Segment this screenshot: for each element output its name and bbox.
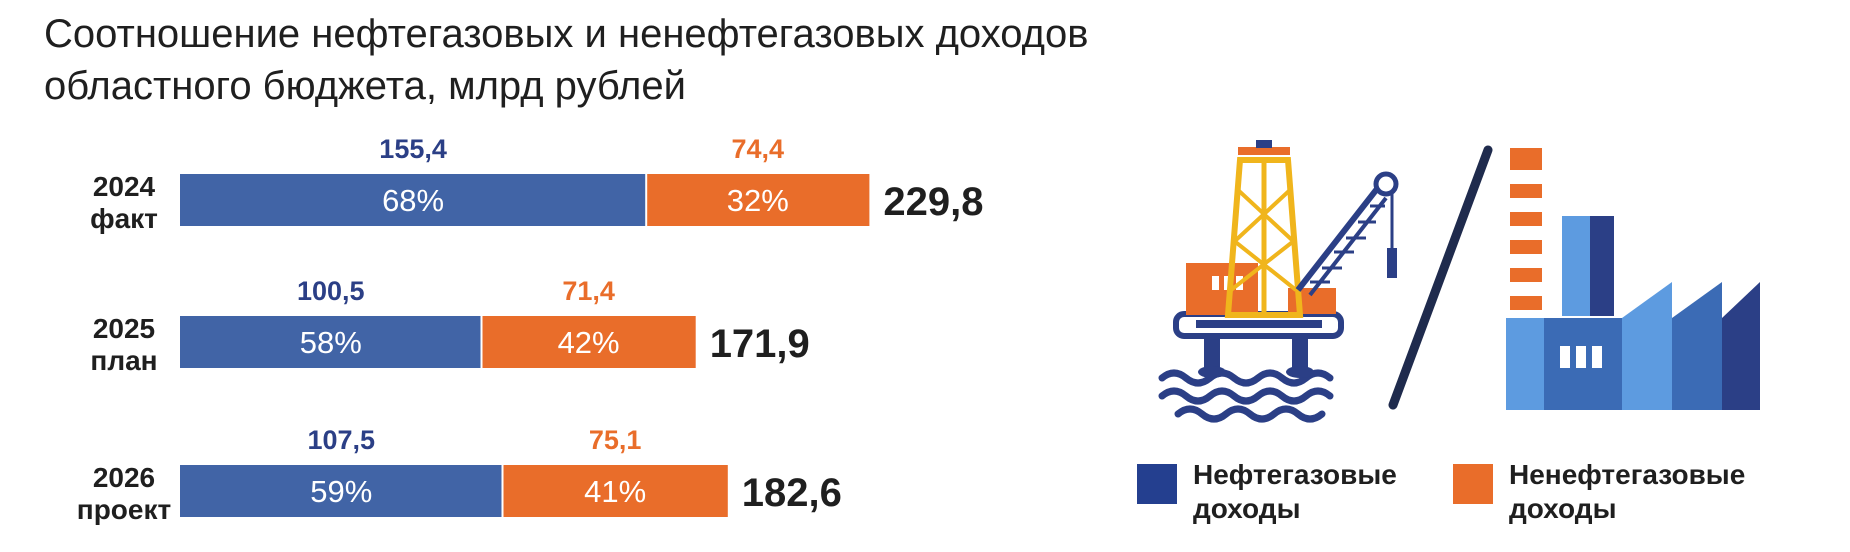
bar-nonoil: [481, 316, 696, 368]
bar-oil: [180, 174, 647, 226]
factory-icon: [1506, 148, 1760, 410]
bar-nonoil: [646, 174, 870, 226]
legend-item-oil: Нефтегазовые доходы: [1137, 458, 1453, 526]
total-label: 229,8: [883, 180, 983, 224]
bar-oil: [180, 465, 503, 517]
category-label-year: 2025: [93, 313, 155, 344]
offshore-oil-rig-icon: [1158, 140, 1399, 423]
chart-title-line2: областного бюджета, млрд рублей: [44, 64, 686, 108]
share-label-oil: 58%: [300, 325, 362, 360]
value-label-nonoil: 71,4: [562, 276, 615, 306]
bar-nonoil: [502, 465, 728, 517]
value-label-oil: 100,5: [297, 276, 365, 306]
category-label-year: 2026: [93, 462, 155, 493]
category-label-type: проект: [77, 494, 171, 525]
legend-swatch-oil: [1137, 464, 1177, 504]
total-label: 171,9: [710, 322, 810, 366]
divider-slash: [1388, 145, 1493, 410]
chart-title-line1: Соотношение нефтегазовых и ненефтегазовы…: [44, 12, 1089, 56]
legend-label-nonoil: Ненефтегазовые доходы: [1509, 458, 1769, 526]
legend-label-oil-line1: Нефтегазовые: [1193, 459, 1397, 490]
legend-label-nonoil-line2: доходы: [1509, 493, 1617, 524]
value-label-nonoil: 74,4: [732, 134, 785, 164]
share-label-nonoil: 41%: [584, 474, 646, 509]
category-label-year: 2024: [93, 171, 156, 202]
legend-label-oil-line2: доходы: [1193, 493, 1301, 524]
bar-oil: [180, 316, 482, 368]
category-label-type: план: [90, 345, 157, 376]
share-label-nonoil: 42%: [558, 325, 620, 360]
legend-label-nonoil-line1: Ненефтегазовые: [1509, 459, 1746, 490]
legend-item-nonoil: Ненефтегазовые доходы: [1453, 458, 1769, 526]
value-label-nonoil: 75,1: [589, 425, 642, 455]
value-label-oil: 107,5: [307, 425, 375, 455]
category-label-type: факт: [90, 203, 158, 234]
value-label-oil: 155,4: [379, 134, 447, 164]
share-label-oil: 59%: [310, 474, 372, 509]
total-label: 182,6: [742, 471, 842, 515]
legend-swatch-nonoil: [1453, 464, 1493, 504]
share-label-nonoil: 32%: [727, 183, 789, 218]
share-label-oil: 68%: [382, 183, 444, 218]
chart-title: Соотношение нефтегазовых и ненефтегазовы…: [44, 8, 1344, 112]
legend-label-oil: Нефтегазовые доходы: [1193, 458, 1453, 526]
